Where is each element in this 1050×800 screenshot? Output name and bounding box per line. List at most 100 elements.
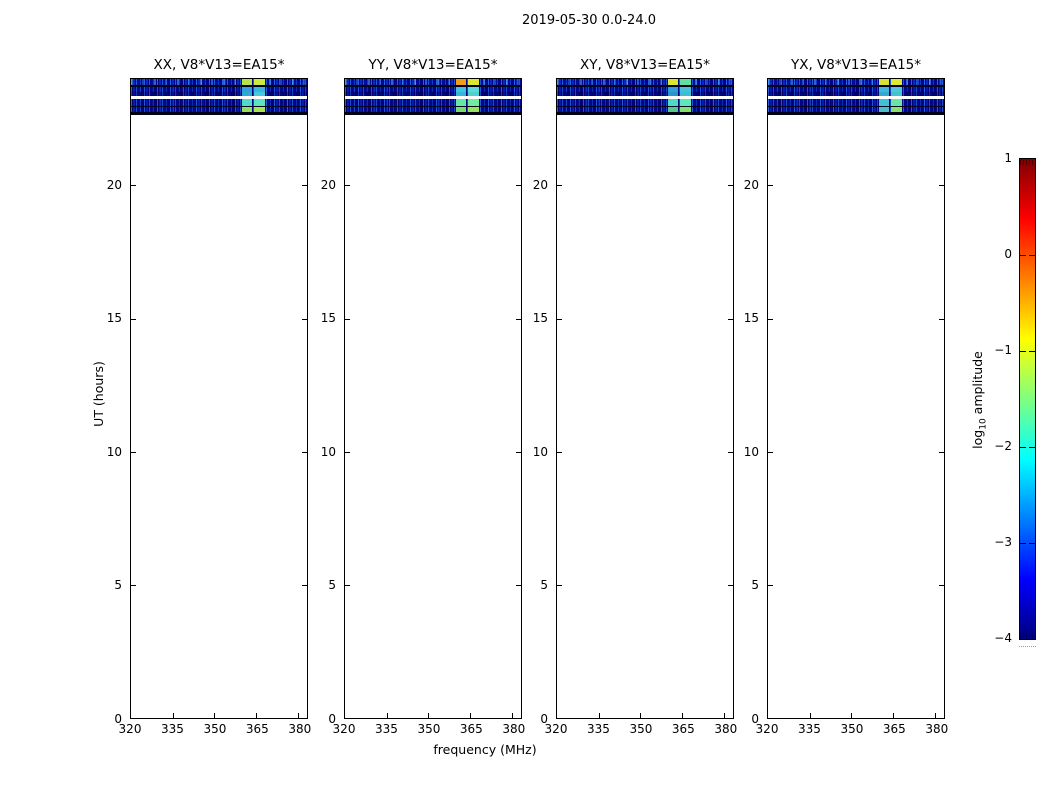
x-tick-labels-xy: 320 335 350 365 380 [545,722,738,738]
x-tick-label: 320 [755,722,779,736]
rfi-stripe [468,79,479,85]
colorbar-label-suffix: amplitude [970,351,985,419]
row-gap [345,106,521,107]
x-tick-label: 335 [160,722,184,736]
panel-plot-xx [130,78,308,719]
y-tick-label: 10 [532,444,548,459]
noise-row [557,107,733,112]
white-gap-row [345,96,521,99]
y-tick-label: 20 [743,177,759,192]
rfi-stripe [455,79,466,85]
noise-row [768,87,944,92]
rfi-stripe [680,87,691,92]
rfi-stripe [455,87,466,92]
noise-row [131,107,307,112]
noise-row [345,107,521,112]
x-tick-label: 350 [203,722,227,736]
rfi-stripe [254,87,265,92]
x-tick-label: 365 [459,722,483,736]
rfi-stripe [680,92,691,96]
y-tick-labels-xy: 20 15 10 5 0 [518,78,552,725]
row-gap [768,106,944,107]
band-bottom-edge [557,112,733,115]
rfi-stripe [455,107,466,112]
band-bottom-edge [131,112,307,115]
rfi-stripe [241,87,252,92]
noise-row [131,92,307,96]
x-tick-label: 320 [544,722,568,736]
y-tick-label: 0 [751,712,759,726]
rfi-stripe [878,92,889,96]
panel-title-xy: XY, V8*V13=EA15* [579,57,711,73]
x-tick-label: 320 [332,722,356,736]
x-tick-label: 365 [882,722,906,736]
rfi-stripe [455,99,466,106]
rfi-stripe [680,107,691,112]
y-tick-label: 10 [743,444,759,459]
band-bottom-edge [768,112,944,115]
spectrogram-band [345,79,521,115]
rfi-stripe [241,99,252,106]
y-tick-labels-yy: 20 15 10 5 0 [306,78,340,725]
panel-plot-yx [767,78,945,719]
panel-plot-xy [556,78,734,719]
rfi-stripe [241,79,252,85]
x-tick-label: 380 [925,722,949,736]
colorbar-tick-label: −2 [994,439,1012,453]
x-tick-label: 335 [586,722,610,736]
rfi-stripe [468,92,479,96]
y-tick-label: 5 [114,578,122,593]
rfi-stripe [667,107,678,112]
rfi-stripe [241,107,252,112]
y-tick-label: 15 [106,311,122,326]
x-tick-labels-xx: 320 335 350 365 380 [119,722,312,738]
x-tick-label: 350 [417,722,441,736]
panel-title-yy: YY, V8*V13=EA15* [368,57,498,73]
y-tick-label: 5 [328,578,336,593]
y-tick-label: 15 [320,311,336,326]
noise-row [557,99,733,106]
colorbar-top-hatch [1020,160,1035,165]
rfi-stripe [254,107,265,112]
noise-row [345,79,521,85]
band-bottom-edge [345,112,521,115]
rfi-stripe [254,79,265,85]
y-tick-label: 20 [532,177,548,192]
noise-row [345,92,521,96]
colorbar-label-prefix: log [970,429,985,449]
x-tick-labels-yy: 320 335 350 365 380 [333,722,526,738]
rfi-stripe [667,92,678,96]
x-tick-labels-yx: 320 335 350 365 380 [756,722,949,738]
x-tick-label: 380 [288,722,312,736]
noise-row [131,99,307,106]
y-tick-label: 0 [540,712,548,726]
noise-row [768,107,944,112]
rfi-stripe [667,87,678,92]
y-tick-label: 10 [320,444,336,459]
colorbar-label: log10 amplitude [970,325,989,475]
rfi-stripe [891,99,902,106]
colorbar-label-subscript: 10 [978,418,989,430]
panel-title-yx: YX, V8*V13=EA15* [790,57,922,73]
noise-row [345,87,521,92]
rfi-stripe [891,92,902,96]
rfi-stripe [468,99,479,106]
x-axis-label: frequency (MHz) [433,742,537,757]
noise-row [557,87,733,92]
noise-row [131,87,307,92]
colorbar-tick-label: −3 [994,535,1012,549]
colorbar-bottom-hatch [1020,633,1035,638]
noise-row [557,92,733,96]
y-tick-label: 15 [532,311,548,326]
row-gap [345,85,521,87]
rfi-stripe [254,92,265,96]
white-gap-row [768,96,944,99]
y-tick-label: 5 [751,578,759,593]
colorbar-tick-labels: 1 0 −1 −2 −3 −4 [960,152,1012,644]
x-tick-label: 350 [629,722,653,736]
rfi-stripe [878,87,889,92]
colorbar-tick-label: 1 [1004,151,1012,165]
rfi-stripe [254,99,265,106]
noise-row [768,99,944,106]
